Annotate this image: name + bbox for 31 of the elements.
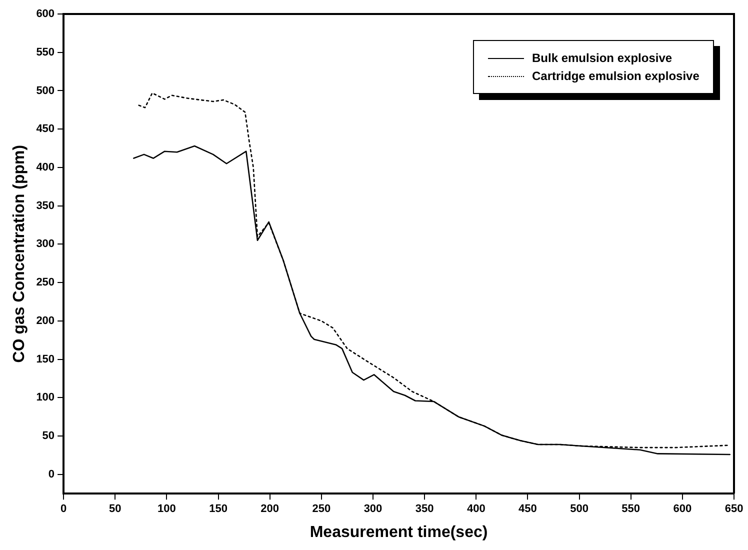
x-tick-label: 650 (724, 503, 744, 516)
x-tick-label: 400 (466, 503, 486, 516)
x-tick-label: 450 (518, 503, 537, 516)
y-tick-label: 300 (36, 238, 55, 250)
x-tick-label: 500 (570, 503, 588, 516)
y-tick-label: 100 (36, 392, 55, 404)
x-axis-title: Measurement time(sec) (310, 524, 488, 541)
x-tick-label: 100 (158, 503, 176, 516)
y-tick-label: 550 (36, 46, 55, 58)
y-tick-label: 250 (36, 276, 55, 289)
x-tick-label: 350 (415, 503, 434, 516)
x-tick-label: 250 (312, 503, 331, 516)
y-tick-label: 200 (36, 314, 55, 327)
y-tick-label: 450 (36, 123, 55, 136)
y-tick-label: 350 (36, 200, 55, 212)
x-tick-label: 550 (622, 503, 640, 516)
x-tick-label: 150 (209, 503, 228, 516)
x-tick-label: 300 (364, 503, 382, 516)
y-tick-label: 50 (42, 430, 55, 442)
y-axis-title: CO gas Concentration (ppm) (11, 144, 28, 363)
y-tick-label: 400 (36, 162, 55, 174)
x-tick-label: 0 (60, 503, 67, 516)
y-tick-label: 0 (48, 468, 55, 480)
x-tick-label: 50 (109, 503, 122, 516)
y-tick-label: 600 (36, 8, 55, 20)
legend-label: Cartridge emulsion explosive (532, 69, 700, 83)
legend-label: Bulk emulsion explosive (532, 51, 672, 65)
x-tick-label: 200 (260, 503, 280, 516)
y-tick-label: 500 (36, 84, 55, 97)
y-tick-label: 150 (36, 353, 55, 366)
x-tick-label: 600 (673, 503, 692, 516)
